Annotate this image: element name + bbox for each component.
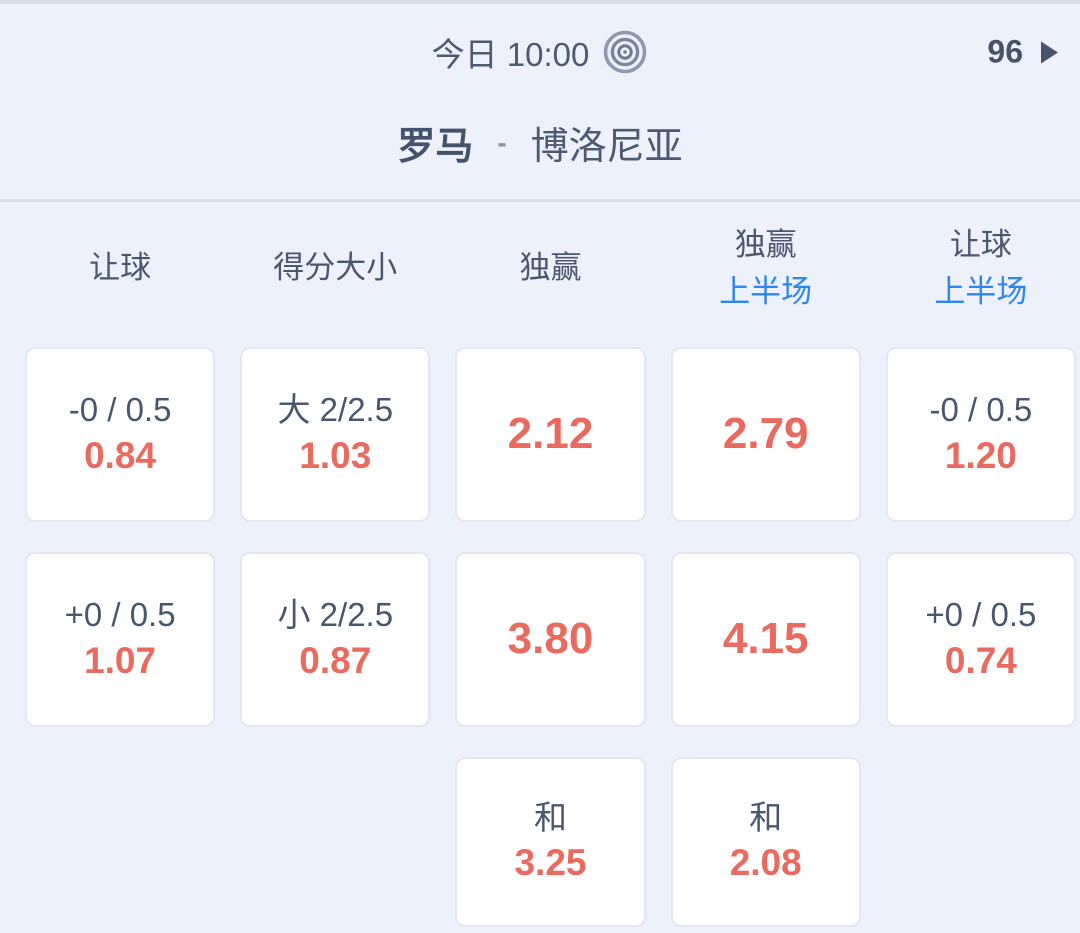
section-divider (0, 199, 1080, 202)
match-title: 罗马 - 博洛尼亚 (0, 100, 1080, 199)
market-header-handicap-first-half: 让球 上半场 (886, 202, 1076, 317)
odds-card-price: 0.87 (299, 639, 372, 681)
odds-card-price: 1.03 (299, 434, 372, 476)
markets-count: 96 (987, 33, 1023, 70)
market-header-subtitle: 上半场 (934, 273, 1028, 309)
away-team-name: 博洛尼亚 (530, 126, 683, 168)
odds-card[interactable]: 2.79 (670, 347, 861, 522)
odds-card-price: 2.08 (729, 842, 802, 884)
more-markets-button[interactable]: 96 (987, 34, 1058, 71)
odds-card[interactable]: 3.80 (455, 552, 646, 727)
odds-card-line: -0 / 0.5 (68, 391, 172, 429)
odds-card[interactable]: 小 2/2.5 0.87 (240, 552, 431, 727)
top-edge-strip (0, 0, 1080, 4)
odds-card[interactable]: 和 2.08 (670, 757, 861, 927)
odds-card-line: +0 / 0.5 (925, 596, 1037, 634)
market-header-moneyline: 独赢 (455, 202, 645, 317)
market-header-title: 让球 (89, 250, 152, 286)
odds-card-price: 0.84 (84, 434, 157, 476)
market-header-title: 得分大小 (273, 250, 398, 286)
odds-card-line: +0 / 0.5 (64, 596, 176, 634)
odds-card-line: 和 (749, 798, 783, 836)
odds-card[interactable]: 4.15 (670, 552, 861, 727)
odds-card-price: 3.80 (507, 614, 594, 664)
odds-grid: -0 / 0.5 0.84 大 2/2.5 1.03 2.12 2.79 -0 … (0, 347, 1080, 927)
odds-card-price: 2.12 (507, 409, 594, 459)
odds-card[interactable]: -0 / 0.5 1.20 (885, 347, 1076, 522)
odds-card-price: 0.74 (944, 639, 1017, 681)
market-header-title: 独赢 (734, 227, 797, 262)
market-header-handicap: 让球 (25, 202, 215, 317)
bullseye-icon (602, 29, 648, 75)
home-team-name: 罗马 (397, 126, 474, 168)
odds-card[interactable]: +0 / 0.5 1.07 (25, 552, 216, 727)
odds-card-price: 2.79 (722, 409, 809, 459)
odds-card[interactable]: +0 / 0.5 0.74 (885, 552, 1076, 727)
market-header-over-under: 得分大小 (240, 202, 430, 317)
odds-card-line: 小 2/2.5 (277, 596, 394, 634)
odds-card[interactable]: 和 3.25 (455, 757, 646, 927)
market-header-title: 让球 (949, 227, 1012, 262)
team-separator: - (497, 126, 507, 158)
odds-card-line: 和 (533, 798, 567, 836)
match-topbar: 今日 10:00 96 (0, 4, 1080, 100)
odds-card-price: 1.20 (944, 434, 1017, 476)
odds-card[interactable]: -0 / 0.5 0.84 (25, 347, 216, 522)
odds-card-price: 1.07 (84, 639, 157, 681)
market-header-title: 独赢 (519, 250, 582, 286)
play-arrow-icon (1041, 41, 1058, 63)
odds-card[interactable]: 大 2/2.5 1.03 (240, 347, 431, 522)
match-time: 今日 10:00 (432, 28, 649, 76)
odds-card[interactable]: 2.12 (455, 347, 646, 522)
odds-card-line: -0 / 0.5 (929, 391, 1033, 429)
odds-card-price: 4.15 (722, 614, 809, 664)
odds-card-price: 3.25 (514, 842, 587, 884)
match-time-label: 今日 10:00 (431, 36, 590, 73)
odds-card-line: 大 2/2.5 (277, 391, 394, 429)
market-headers: 让球 得分大小 独赢 独赢 上半场 让球 上半场 (0, 202, 1080, 317)
market-header-moneyline-first-half: 独赢 上半场 (671, 202, 861, 317)
market-header-subtitle: 上半场 (719, 273, 813, 309)
